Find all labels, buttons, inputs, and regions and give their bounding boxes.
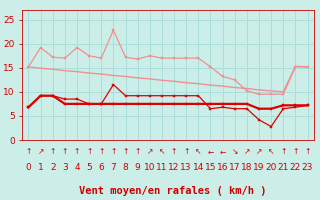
Text: ↑: ↑: [134, 148, 141, 156]
Text: 18: 18: [241, 164, 252, 172]
Text: ↑: ↑: [62, 148, 68, 156]
Text: ↑: ↑: [50, 148, 56, 156]
Text: ↑: ↑: [171, 148, 177, 156]
Text: 7: 7: [110, 164, 116, 172]
Text: ↑: ↑: [304, 148, 311, 156]
Text: 17: 17: [229, 164, 241, 172]
Text: ↑: ↑: [98, 148, 104, 156]
Text: 20: 20: [266, 164, 277, 172]
Text: 10: 10: [144, 164, 156, 172]
Text: ↑: ↑: [25, 148, 32, 156]
Text: ↗: ↗: [37, 148, 44, 156]
Text: 1: 1: [38, 164, 44, 172]
Text: ↑: ↑: [292, 148, 299, 156]
Text: 22: 22: [290, 164, 301, 172]
Text: 3: 3: [62, 164, 68, 172]
Text: 13: 13: [180, 164, 192, 172]
Text: ↑: ↑: [86, 148, 92, 156]
Text: ↘: ↘: [232, 148, 238, 156]
Text: 4: 4: [74, 164, 80, 172]
Text: ↑: ↑: [110, 148, 116, 156]
Text: 2: 2: [50, 164, 56, 172]
Text: Vent moyen/en rafales ( km/h ): Vent moyen/en rafales ( km/h ): [79, 186, 267, 196]
Text: ↗: ↗: [147, 148, 153, 156]
Text: 12: 12: [168, 164, 180, 172]
Text: 0: 0: [26, 164, 31, 172]
Text: 19: 19: [253, 164, 265, 172]
Text: ←: ←: [220, 148, 226, 156]
Text: 8: 8: [123, 164, 128, 172]
Text: 6: 6: [98, 164, 104, 172]
Text: 9: 9: [135, 164, 140, 172]
Text: ↑: ↑: [74, 148, 80, 156]
Text: ↖: ↖: [195, 148, 202, 156]
Text: 16: 16: [217, 164, 228, 172]
Text: ↑: ↑: [280, 148, 286, 156]
Text: 14: 14: [193, 164, 204, 172]
Text: 15: 15: [205, 164, 216, 172]
Text: ↗: ↗: [244, 148, 250, 156]
Text: ↑: ↑: [183, 148, 189, 156]
Text: ←: ←: [207, 148, 214, 156]
Text: ↑: ↑: [122, 148, 129, 156]
Text: 11: 11: [156, 164, 168, 172]
Text: 5: 5: [86, 164, 92, 172]
Text: 21: 21: [277, 164, 289, 172]
Text: ↖: ↖: [268, 148, 274, 156]
Text: ↗: ↗: [256, 148, 262, 156]
Text: ↖: ↖: [159, 148, 165, 156]
Text: 23: 23: [302, 164, 313, 172]
